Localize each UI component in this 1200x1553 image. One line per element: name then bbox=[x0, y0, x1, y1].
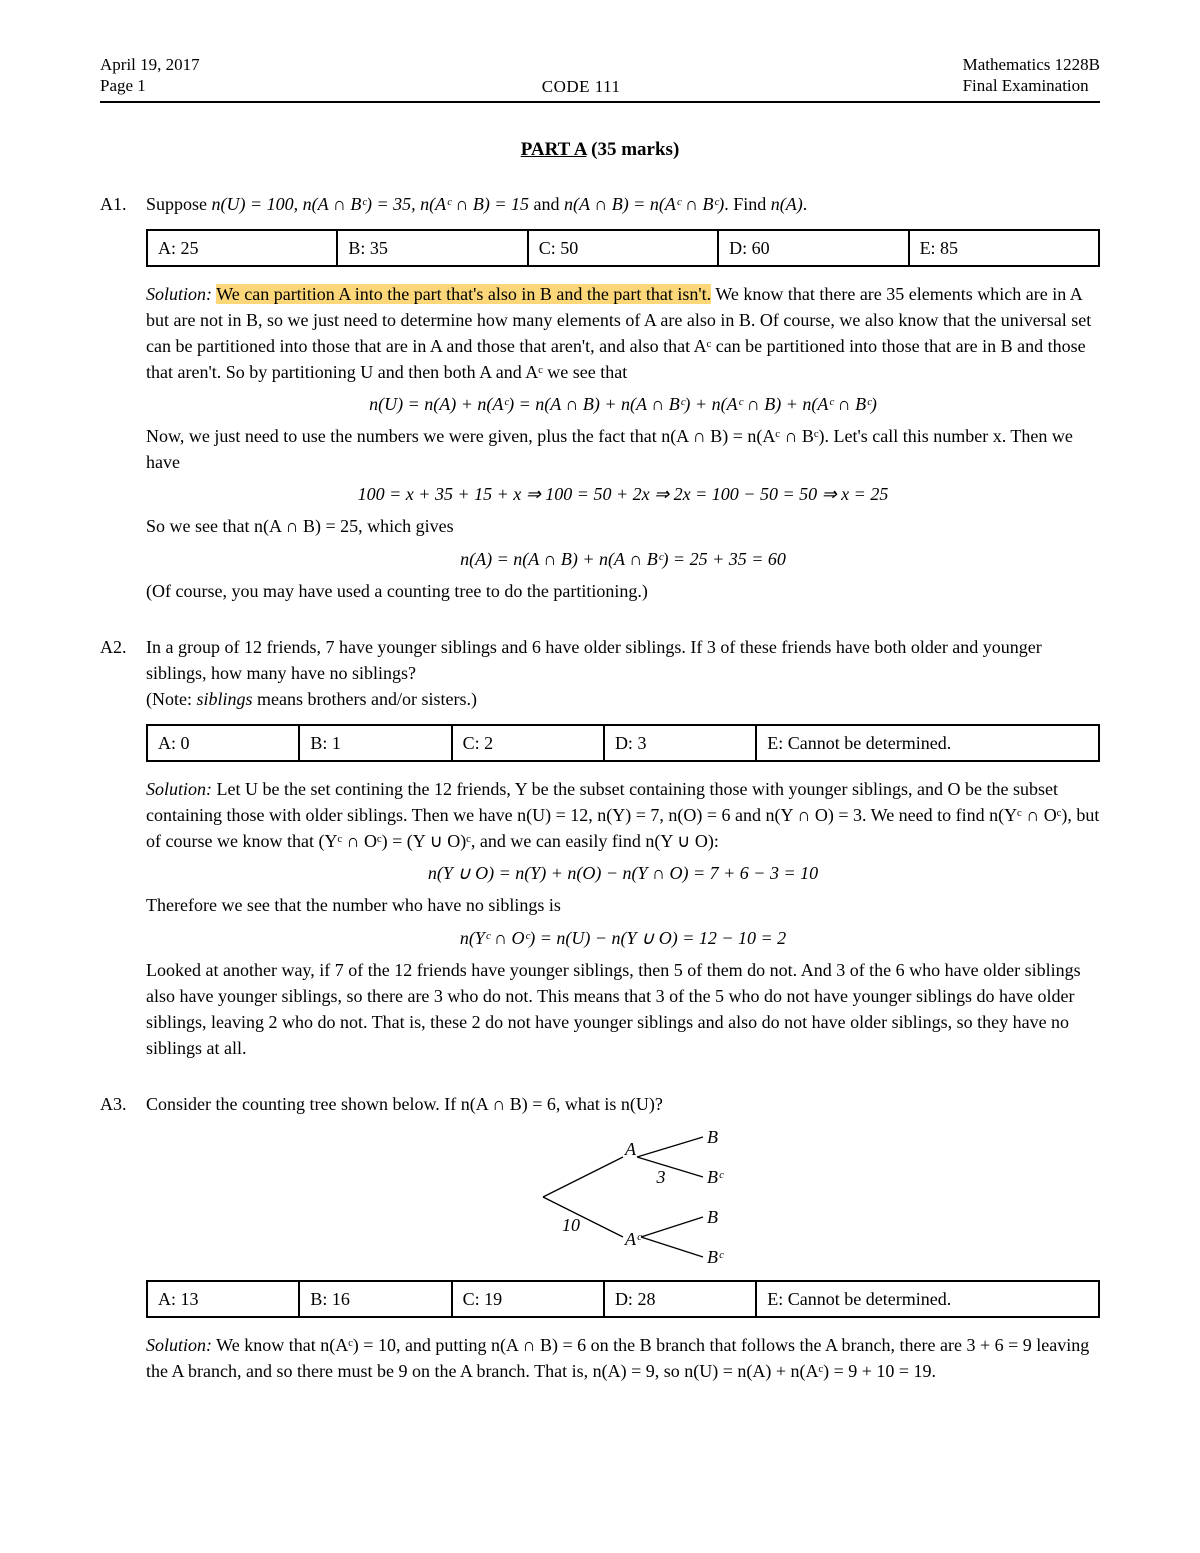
question-body: In a group of 12 friends, 7 have younger… bbox=[146, 634, 1100, 1061]
q2-note: (Note: siblings means brothers and/or si… bbox=[146, 686, 1100, 712]
part-marks: (35 marks) bbox=[591, 139, 679, 160]
page-header: April 19, 2017 Page 1 CODE 111 Mathemati… bbox=[100, 54, 1100, 103]
header-course: Mathematics 1228B bbox=[963, 54, 1100, 75]
option-b: B: 16 bbox=[299, 1281, 451, 1317]
option-e: E: 85 bbox=[909, 230, 1099, 266]
text: Now, we just need to use the numbers we … bbox=[146, 423, 1100, 475]
text: means brothers and/or sisters.) bbox=[253, 689, 477, 709]
option-b: B: 35 bbox=[337, 230, 527, 266]
text: Suppose bbox=[146, 194, 212, 214]
option-d: D: 3 bbox=[604, 725, 756, 761]
header-exam: Final Examination bbox=[963, 75, 1100, 96]
text: Looked at another way, if 7 of the 12 fr… bbox=[146, 957, 1100, 1061]
question-a1: A1. Suppose n(U) = 100, n(A ∩ Bᶜ) = 35, … bbox=[100, 191, 1100, 604]
math: n(A) bbox=[771, 194, 803, 214]
equation: n(Y ∪ O) = n(Y) + n(O) − n(Y ∩ O) = 7 + … bbox=[146, 860, 1100, 886]
math: n(A ∩ B) = n(Aᶜ ∩ Bᶜ) bbox=[564, 194, 724, 214]
option-c: C: 2 bbox=[452, 725, 604, 761]
option-e: E: Cannot be determined. bbox=[756, 725, 1099, 761]
svg-text:Aᶜ: Aᶜ bbox=[624, 1229, 642, 1249]
question-number: A3. bbox=[100, 1091, 146, 1384]
text: siblings bbox=[196, 689, 252, 709]
option-d: D: 60 bbox=[718, 230, 908, 266]
equation: n(U) = n(A) + n(Aᶜ) = n(A ∩ B) + n(A ∩ B… bbox=[146, 391, 1100, 417]
option-c: C: 19 bbox=[452, 1281, 604, 1317]
solution-label: Solution: bbox=[146, 779, 212, 799]
svg-text:A: A bbox=[624, 1139, 637, 1159]
svg-text:B: B bbox=[707, 1127, 718, 1147]
math: n(U) = 100, n(A ∩ Bᶜ) = 35, n(Aᶜ ∩ B) = … bbox=[212, 194, 530, 214]
header-right: Mathematics 1228B Final Examination bbox=[963, 54, 1100, 97]
equation: 100 = x + 35 + 15 + x ⇒ 100 = 50 + 2x ⇒ … bbox=[146, 481, 1100, 507]
question-a3: A3. Consider the counting tree shown bel… bbox=[100, 1091, 1100, 1384]
svg-text:3: 3 bbox=[656, 1167, 666, 1187]
question-a2: A2. In a group of 12 friends, 7 have you… bbox=[100, 634, 1100, 1061]
page: April 19, 2017 Page 1 CODE 111 Mathemati… bbox=[0, 0, 1200, 1444]
equation: n(Yᶜ ∩ Oᶜ) = n(U) − n(Y ∪ O) = 12 − 10 =… bbox=[146, 925, 1100, 951]
counting-tree-diagram: A Aᶜ B Bᶜ B Bᶜ 3 10 bbox=[473, 1127, 773, 1272]
q3-options: A: 13 B: 16 C: 19 D: 28 E: Cannot be det… bbox=[146, 1280, 1100, 1318]
solution-label: Solution: bbox=[146, 284, 212, 304]
text: . Find bbox=[724, 194, 771, 214]
option-c: C: 50 bbox=[528, 230, 718, 266]
svg-text:B: B bbox=[707, 1207, 718, 1227]
option-b: B: 1 bbox=[299, 725, 451, 761]
svg-text:Bᶜ: Bᶜ bbox=[707, 1247, 724, 1267]
question-number: A2. bbox=[100, 634, 146, 1061]
highlighted-text: We can partition A into the part that's … bbox=[216, 284, 711, 304]
header-date: April 19, 2017 bbox=[100, 54, 200, 75]
option-d: D: 28 bbox=[604, 1281, 756, 1317]
equation: n(A) = n(A ∩ B) + n(A ∩ Bᶜ) = 25 + 35 = … bbox=[146, 546, 1100, 572]
part-label: PART A bbox=[521, 139, 587, 160]
option-e: E: Cannot be determined. bbox=[756, 1281, 1099, 1317]
q1-options: A: 25 B: 35 C: 50 D: 60 E: 85 bbox=[146, 229, 1100, 267]
q1-solution: Solution: We can partition A into the pa… bbox=[146, 281, 1100, 604]
question-number: A1. bbox=[100, 191, 146, 604]
solution-label: Solution: bbox=[146, 1335, 212, 1355]
header-code: CODE 111 bbox=[542, 77, 621, 97]
text: Let U be the set contining the 12 friend… bbox=[146, 779, 1099, 851]
q1-stem: Suppose n(U) = 100, n(A ∩ Bᶜ) = 35, n(Aᶜ… bbox=[146, 191, 1100, 217]
q3-solution: Solution: We know that n(Aᶜ) = 10, and p… bbox=[146, 1332, 1100, 1384]
option-a: A: 25 bbox=[147, 230, 337, 266]
option-a: A: 13 bbox=[147, 1281, 299, 1317]
q2-stem: In a group of 12 friends, 7 have younger… bbox=[146, 634, 1100, 686]
header-left: April 19, 2017 Page 1 bbox=[100, 54, 200, 97]
q2-solution: Solution: Let U be the set contining the… bbox=[146, 776, 1100, 1061]
header-page: Page 1 bbox=[100, 75, 200, 96]
svg-text:10: 10 bbox=[562, 1215, 580, 1235]
text: . bbox=[803, 194, 808, 214]
q3-stem: Consider the counting tree shown below. … bbox=[146, 1091, 1100, 1117]
text: We know that n(Aᶜ) = 10, and putting n(A… bbox=[146, 1335, 1089, 1381]
question-body: Suppose n(U) = 100, n(A ∩ Bᶜ) = 35, n(Aᶜ… bbox=[146, 191, 1100, 604]
text: So we see that n(A ∩ B) = 25, which give… bbox=[146, 513, 1100, 539]
text: and bbox=[529, 194, 564, 214]
option-a: A: 0 bbox=[147, 725, 299, 761]
text: (Note: bbox=[146, 689, 196, 709]
svg-text:Bᶜ: Bᶜ bbox=[707, 1167, 724, 1187]
q2-options: A: 0 B: 1 C: 2 D: 3 E: Cannot be determi… bbox=[146, 724, 1100, 762]
part-title: PART A (35 marks) bbox=[100, 139, 1100, 161]
text: (Of course, you may have used a counting… bbox=[146, 578, 1100, 604]
question-body: Consider the counting tree shown below. … bbox=[146, 1091, 1100, 1384]
text: Therefore we see that the number who hav… bbox=[146, 892, 1100, 918]
